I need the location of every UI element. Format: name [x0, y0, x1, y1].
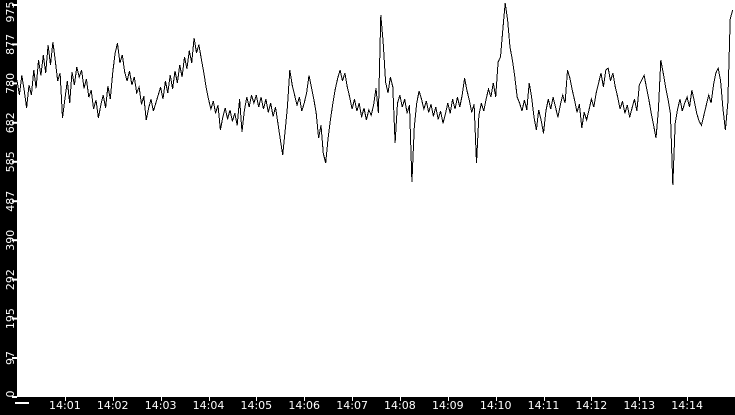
y-tick: [12, 121, 17, 124]
x-tick: [399, 397, 401, 401]
y-tick: [12, 357, 17, 359]
x-tick: [304, 397, 306, 401]
y-tick-label: 195: [4, 308, 17, 329]
x-tick-label: 14:13: [623, 399, 656, 412]
y-tick: [12, 160, 17, 163]
x-tick: [160, 397, 162, 401]
x-axis: 14:01 14:02 14:03 14:04 14:05 14:06 14:07 14:08…: [17, 397, 735, 415]
x-tick: [639, 397, 641, 401]
x-tick-label: 14:09: [431, 399, 464, 412]
x-tick: [591, 397, 593, 401]
y-tick-label: 292: [4, 269, 17, 290]
x-tick-label: 14:04: [192, 399, 225, 412]
y-tick-label: 487: [4, 191, 17, 212]
y-tick-label: 97: [4, 351, 17, 365]
y-tick-label: 682: [4, 112, 17, 133]
y-tick-label: 780: [4, 73, 17, 94]
y-tick: [12, 317, 17, 320]
x-tick-label: 14:12: [575, 399, 608, 412]
y-tick: [12, 82, 17, 85]
x-tick-label: 14:10: [479, 399, 512, 412]
x-tick-label: 14:05: [240, 399, 273, 412]
plot-area: [17, 0, 735, 397]
y-tick: [12, 200, 17, 203]
x-tick: [112, 397, 114, 401]
x-tick-label: 14:11: [527, 399, 560, 412]
y-tick: [12, 4, 17, 6]
y-tick-label: 975: [4, 2, 17, 23]
x-tick: [447, 397, 449, 401]
x-tick-label: 14:08: [384, 399, 416, 412]
y-axis-strip: [0, 0, 17, 415]
x-tick: [64, 397, 66, 401]
y-tick: [12, 396, 17, 398]
x-tick-label: 14:06: [288, 399, 321, 412]
x-tick-label: 14:14: [671, 399, 703, 412]
x-tick-label: 14:03: [144, 399, 177, 412]
x-tick-label: 14:01: [49, 399, 81, 412]
y-tick-label: 390: [4, 230, 17, 251]
y-tick: [12, 278, 17, 281]
x-tick: [543, 397, 545, 401]
y-tick-label: 0: [4, 391, 17, 398]
series-line: [17, 2, 734, 186]
x-tick: [352, 397, 354, 401]
x-tick-label: 14:07: [336, 399, 368, 412]
y-tick-label: 877: [4, 34, 17, 55]
x-tick: [687, 397, 689, 401]
x-tick-label: 14:02: [96, 399, 129, 412]
y-tick: [12, 43, 17, 46]
y-tick-label: 585: [4, 151, 17, 172]
y-tick: [12, 239, 17, 242]
y-axis: 0 97 195 292 390 487 585 682 780 877 975: [0, 0, 17, 415]
origin-tick: [15, 402, 29, 404]
x-tick: [208, 397, 210, 401]
x-tick: [256, 397, 258, 401]
x-tick: [495, 397, 497, 401]
